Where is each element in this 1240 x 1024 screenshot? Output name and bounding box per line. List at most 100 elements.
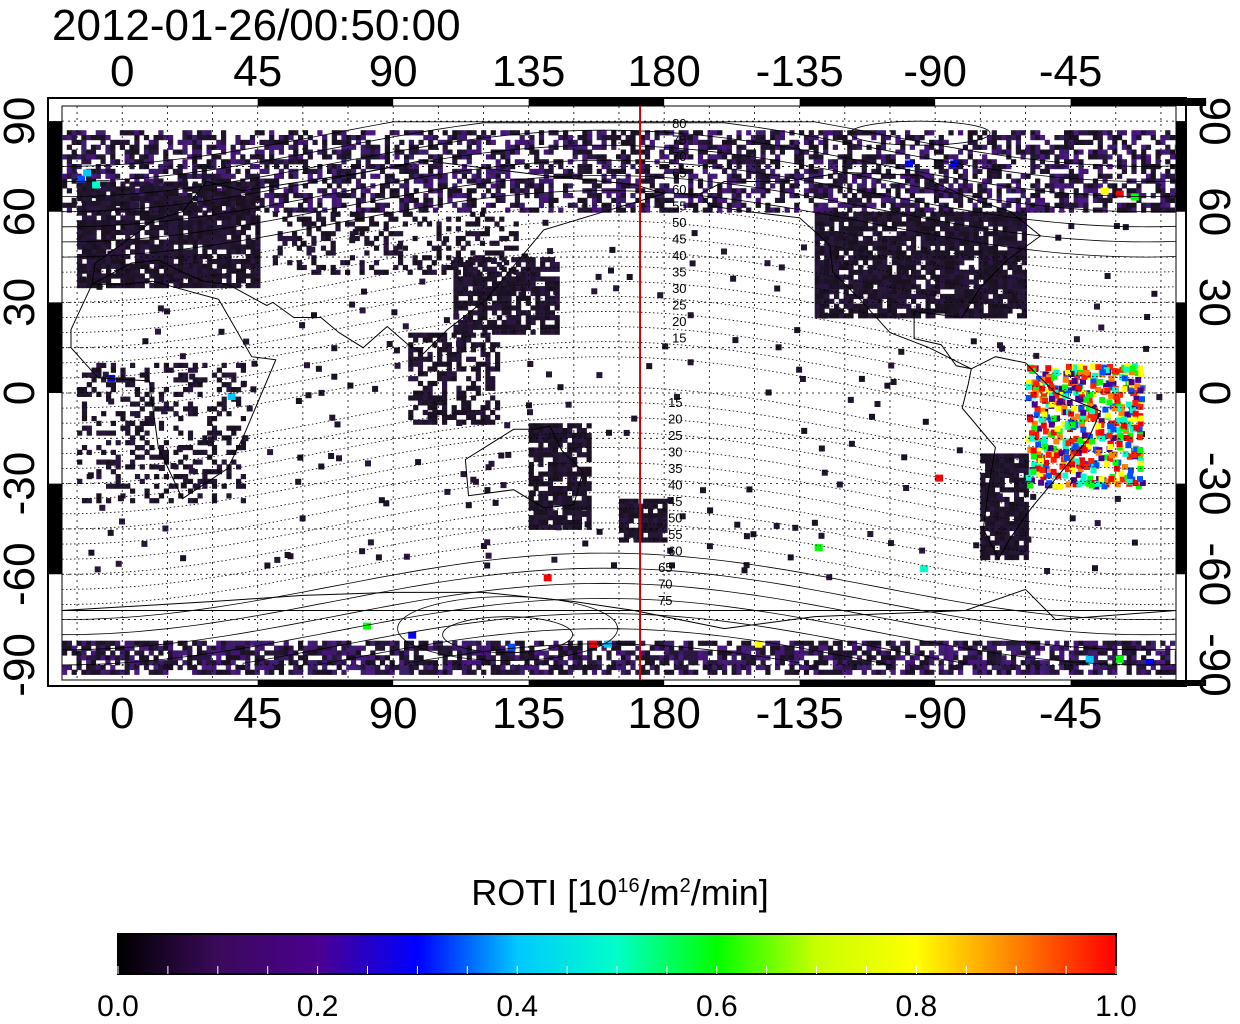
contour-label: 50 xyxy=(672,215,686,230)
frame-bar-bottom xyxy=(257,680,394,686)
contour-label: 75 xyxy=(658,593,672,608)
contour-label: 15 xyxy=(668,395,682,410)
contour-label: 35 xyxy=(672,265,686,280)
roti-east-asia xyxy=(453,257,560,335)
roti-bright-patches xyxy=(77,160,1154,666)
lat-tick-left: 60 xyxy=(0,187,44,236)
lon-tick-top: -90 xyxy=(903,47,967,96)
lat-tick-right: 60 xyxy=(1190,187,1239,236)
lon-tick-bottom: 45 xyxy=(233,689,282,738)
lon-tick-bottom: 135 xyxy=(492,689,565,738)
contour-label: 60 xyxy=(668,544,682,559)
lon-tick-top: 135 xyxy=(492,47,565,96)
roti-antarctic-band xyxy=(62,640,1176,675)
lon-tick-top: 45 xyxy=(233,47,282,96)
contour-line xyxy=(62,582,1176,651)
colorbar: 0.0 0.2 0.4 0.6 0.8 1.0 xyxy=(97,933,1137,1023)
axis-labels: 0 45 90 135 180 -135 -90 -45 0 45 90 135 180 -135 -90 -… xyxy=(0,47,1239,738)
contour-label: 50 xyxy=(668,511,682,526)
lon-tick-bottom: 90 xyxy=(369,689,418,738)
coast-south-america xyxy=(961,356,1102,561)
contour-line xyxy=(62,159,1176,228)
lat-tick-right: 90 xyxy=(1190,97,1239,146)
contour-loop-outer xyxy=(397,596,619,662)
frame-bar-left xyxy=(48,121,62,212)
contour-label: 15 xyxy=(672,331,686,346)
contour-label: 20 xyxy=(672,314,686,329)
lon-tick-top: 90 xyxy=(369,47,418,96)
frame-bar-top xyxy=(257,98,394,106)
timestamp-title: 2012-01-26/00:50:00 xyxy=(52,1,461,50)
contour-label: 65 xyxy=(658,560,672,575)
frame-bar-left xyxy=(48,302,62,393)
contour-line xyxy=(242,613,966,664)
frame-bar-right xyxy=(1176,483,1186,575)
lat-tick-left: 90 xyxy=(0,97,44,146)
lon-tick-top: 180 xyxy=(627,47,700,96)
frame-bar-top xyxy=(528,98,665,106)
lat-tick-right: -90 xyxy=(1190,633,1239,697)
magnetic-contours xyxy=(62,120,1176,666)
contour-line xyxy=(62,175,1176,243)
contour-label: 60 xyxy=(672,182,686,197)
frame-bar-bottom xyxy=(528,680,665,686)
contour-label: 65 xyxy=(672,166,686,181)
roti-brazil-anomaly xyxy=(1025,363,1146,490)
contour-loop-inner xyxy=(442,616,574,654)
roti-scatter xyxy=(80,215,1163,581)
contour-labels: 8075706560555045403530252015152025303540… xyxy=(658,116,686,608)
contour-label: 30 xyxy=(668,445,682,460)
roti-data-layer xyxy=(62,130,1176,675)
colorbar-tick-label: 0.4 xyxy=(496,990,538,1023)
frame-tick-bars xyxy=(48,98,1207,686)
lat-tick-right: -30 xyxy=(1190,452,1239,516)
contour-label: 25 xyxy=(668,428,682,443)
contour-line xyxy=(62,144,1176,213)
lat-tick-left: -30 xyxy=(0,452,44,516)
contour-line xyxy=(408,643,800,664)
frame-bar-bottom xyxy=(1070,680,1207,686)
colorbar-tick-label: 0.0 xyxy=(97,990,139,1023)
contour-label: 45 xyxy=(668,494,682,509)
coast-africa xyxy=(70,280,277,500)
colorbar-tick-label: 1.0 xyxy=(1095,990,1137,1023)
lat-tick-right: 0 xyxy=(1190,381,1239,405)
contour-label: 40 xyxy=(668,478,682,493)
contour-label: 55 xyxy=(668,527,682,542)
lon-tick-bottom: 180 xyxy=(627,689,700,738)
contour-label: 25 xyxy=(672,298,686,313)
contour-label: 75 xyxy=(672,133,686,148)
contour-label: 45 xyxy=(672,232,686,247)
contour-label: 30 xyxy=(672,281,686,296)
coast-australia xyxy=(464,425,584,509)
lat-tick-left: -90 xyxy=(0,633,44,697)
lon-tick-top: -135 xyxy=(756,47,844,96)
lon-tick-top: 0 xyxy=(110,47,134,96)
lon-tick-bottom: -90 xyxy=(903,689,967,738)
colorbar-tick-label: 0.8 xyxy=(896,990,938,1023)
colorbar-tick-label: 0.2 xyxy=(297,990,339,1023)
colorbar-tick-label: 0.6 xyxy=(696,990,738,1023)
lat-tick-right: -60 xyxy=(1190,542,1239,606)
contour-loop-north xyxy=(849,120,991,146)
contour-label: 20 xyxy=(668,412,682,427)
contour-line xyxy=(62,567,1176,636)
contour-line xyxy=(62,129,1176,198)
lon-tick-bottom: -45 xyxy=(1039,689,1103,738)
contour-label: 70 xyxy=(672,149,686,164)
contour-label: 55 xyxy=(672,199,686,214)
contour-label: 80 xyxy=(672,116,686,131)
frame-bar-bottom xyxy=(799,680,936,686)
coastlines xyxy=(62,159,1176,630)
lon-tick-top: -45 xyxy=(1039,47,1103,96)
coast-eurasia xyxy=(91,159,666,355)
contour-label: 40 xyxy=(672,248,686,263)
contour-label: 70 xyxy=(658,577,672,592)
contour-line xyxy=(317,628,891,666)
contour-line xyxy=(62,190,1176,258)
frame-bar-left xyxy=(48,483,62,575)
colorbar-title: ROTI [1016/m2/min] xyxy=(471,872,769,913)
coast-north-america xyxy=(699,171,1042,370)
lon-tick-bottom: 0 xyxy=(110,689,134,738)
